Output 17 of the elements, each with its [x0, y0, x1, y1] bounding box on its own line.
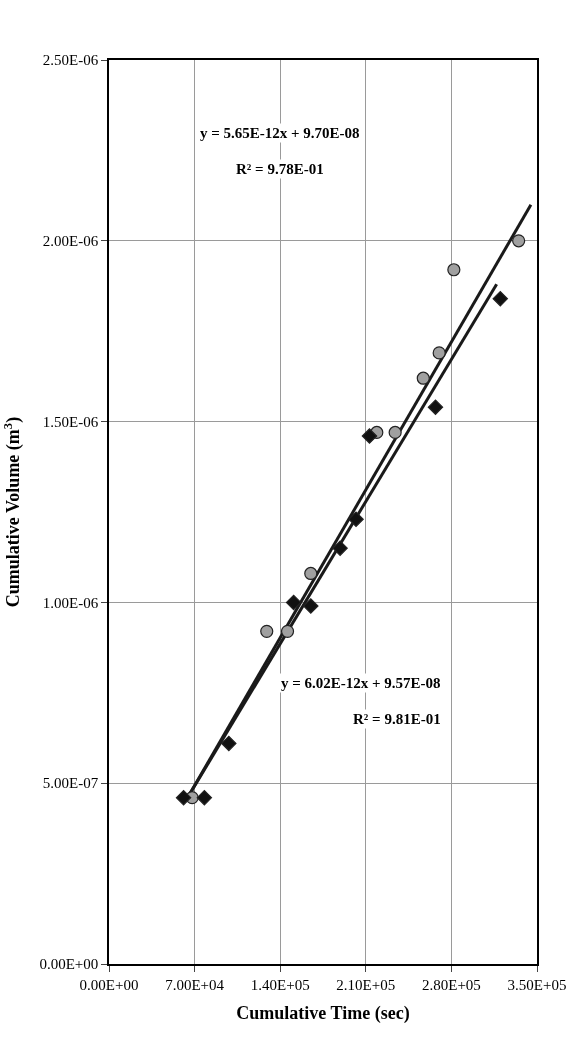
annotation: R² = 9.81E-01	[353, 711, 441, 727]
y-tick-label: 2.00E-06	[42, 233, 99, 250]
x-axis-title: Cumulative Time (sec)	[236, 1003, 410, 1025]
x-tick-label: 0.00E+00	[79, 976, 139, 993]
x-tick-label: 7.00E+04	[165, 976, 225, 993]
y-tick-label: 5.00E-07	[42, 775, 99, 792]
x-tick-label: 2.10E+05	[336, 976, 396, 993]
annotation: R² = 9.78E-01	[236, 161, 324, 177]
x-tick-label: 1.40E+05	[250, 976, 310, 993]
x-tick-label: 3.50E+05	[507, 976, 567, 993]
y-tick-label: 2.50E-06	[42, 52, 99, 69]
annotation: y = 5.65E-12x + 9.70E-08	[200, 125, 360, 141]
annotation: y = 6.02E-12x + 9.57E-08	[281, 675, 441, 691]
y-tick-label: 1.50E-06	[42, 413, 99, 430]
y-tick-label: 0.00E+00	[39, 956, 99, 973]
x-tick-label: 2.80E+05	[421, 976, 481, 993]
y-tick-label: 1.00E-06	[42, 594, 99, 611]
